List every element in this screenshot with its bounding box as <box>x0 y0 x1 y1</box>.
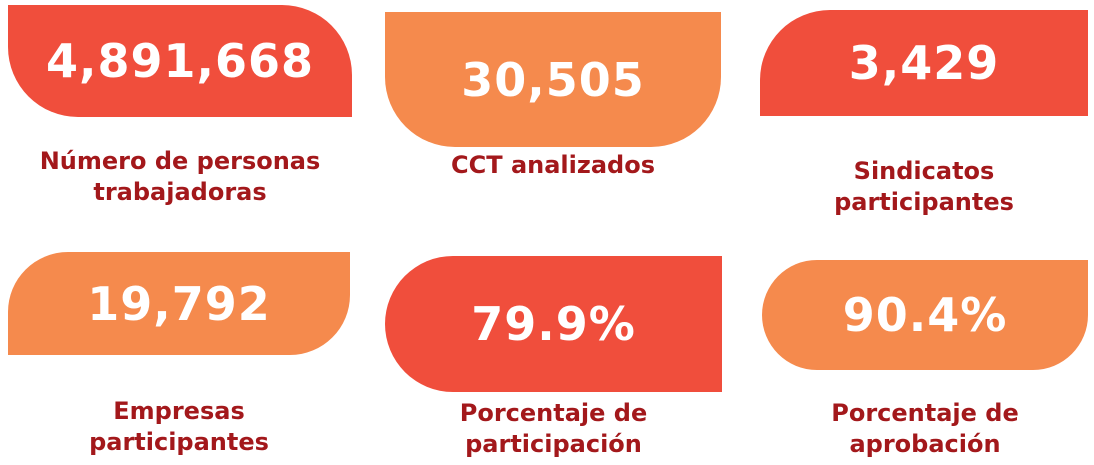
stat-value: 79.9% <box>471 297 636 351</box>
stat-card: 79.9% <box>385 256 722 392</box>
label-line: CCT analizados <box>451 151 655 179</box>
label-line: Número de personas <box>39 147 321 175</box>
label-line: Empresas <box>113 397 245 425</box>
label-line: trabajadoras <box>93 178 267 206</box>
stat-card: 30,505 <box>385 12 721 147</box>
label-line: participantes <box>834 188 1014 216</box>
stat-card: 4,891,668 <box>8 5 352 117</box>
stat-label: Porcentaje de participación <box>385 398 722 460</box>
stat-value: 19,792 <box>87 276 271 331</box>
stat-value: 3,429 <box>848 36 1000 90</box>
label-line: Porcentaje de <box>459 399 648 427</box>
stat-label: Empresas participantes <box>8 396 350 458</box>
stat-label: Sindicatos participantes <box>760 156 1088 218</box>
label-line: aprobación <box>849 430 1001 458</box>
stat-card: 3,429 <box>760 10 1088 116</box>
stat-label: Porcentaje de aprobación <box>762 398 1088 460</box>
stat-card: 90.4% <box>762 260 1088 370</box>
stat-value: 90.4% <box>842 288 1008 342</box>
label-line: participantes <box>89 428 269 456</box>
stat-label: CCT analizados <box>385 150 721 181</box>
stat-label: Número de personas trabajadoras <box>8 146 352 208</box>
label-line: Sindicatos <box>853 157 995 185</box>
stat-value: 30,505 <box>461 52 645 107</box>
stat-card: 19,792 <box>8 252 350 355</box>
stat-value: 4,891,668 <box>46 34 314 88</box>
label-line: Porcentaje de <box>831 399 1019 427</box>
label-line: participación <box>465 430 642 458</box>
